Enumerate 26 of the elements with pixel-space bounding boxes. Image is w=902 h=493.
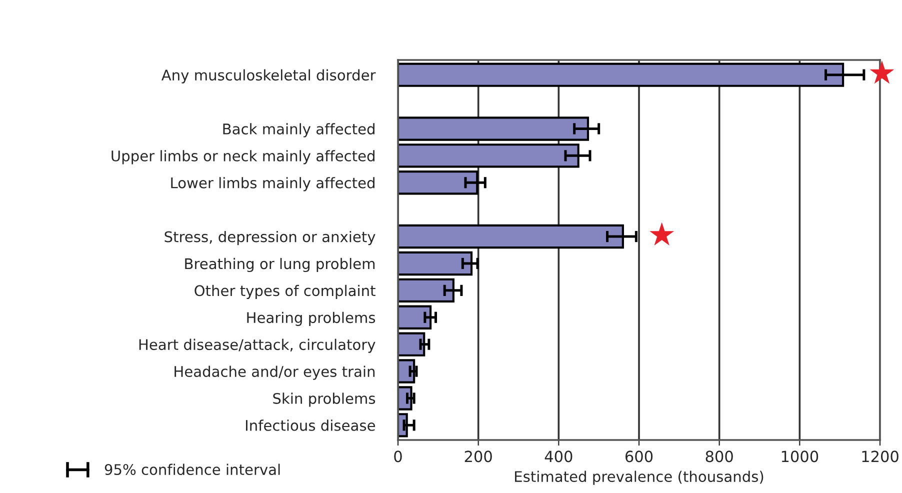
x-tick-label: 800: [706, 450, 733, 462]
y-tick-label: Breathing or lung problem: [185, 258, 375, 272]
y-tick-label: Any musculoskeletal disorder: [161, 69, 376, 84]
annotation: ★: [650, 222, 674, 246]
bar: [398, 359, 416, 384]
x-tick-label: 400: [544, 450, 572, 462]
y-tick-label: Headache and/or eyes train: [174, 366, 375, 380]
y-tick-label: Stress, depression or anxiety: [164, 230, 376, 246]
x-axis-title: Estimated prevalence (thousands): [515, 470, 764, 485]
y-tick-label: Other types of complaint: [194, 284, 376, 299]
text: 95% confidence interval: [104, 464, 280, 476]
bar: [398, 332, 426, 356]
y-tick-label: Heart disease/attack, circulatory: [139, 338, 376, 353]
x-tick-label: 600: [625, 450, 653, 462]
y-tick-label: Back mainly affected: [223, 123, 374, 138]
y-tick-label: Infectious disease: [246, 420, 375, 431]
y-tick-label: Lower limbs mainly affected: [171, 177, 374, 192]
x-tick-label: 1200: [862, 450, 898, 462]
y-tick-label: Hearing problems: [247, 312, 376, 326]
x-tick-label: 200: [464, 450, 492, 462]
x-tick-label: 0: [394, 450, 402, 462]
x-tick-label: 1000: [782, 450, 818, 462]
y-tick-label: Skin problems: [273, 392, 376, 407]
bar: [398, 251, 473, 276]
bar: [398, 305, 432, 330]
y-tick-label: Upper limbs or neck mainly affected: [112, 150, 374, 164]
